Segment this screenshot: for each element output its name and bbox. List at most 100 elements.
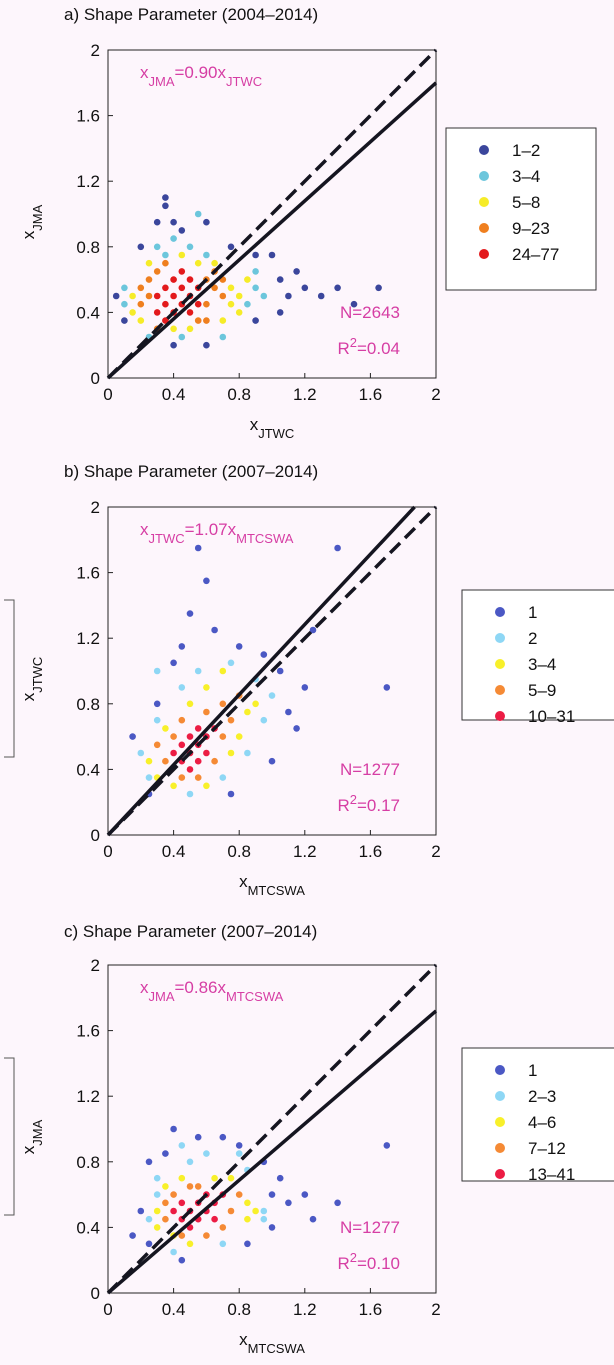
x-axis-label-part: x — [239, 1330, 248, 1349]
data-point — [153, 1207, 161, 1215]
data-point — [285, 1199, 292, 1207]
r2-label-part: =0.17 — [357, 796, 400, 815]
r2-label-part: =0.04 — [357, 339, 400, 358]
data-point — [162, 300, 169, 308]
equation: xJTWC=1.07xMTCSWA — [140, 520, 294, 546]
data-point — [227, 790, 235, 798]
n-label: N=1277 — [340, 1218, 400, 1237]
n-label: N=1277 — [340, 760, 400, 779]
r2-label-part: 2 — [350, 1250, 357, 1265]
data-point — [301, 684, 309, 691]
x-axis-label: xMTCSWA — [239, 1330, 305, 1356]
equation: xJMA=0.90xJTWC — [140, 63, 262, 89]
data-point — [145, 774, 153, 781]
data-point — [252, 1207, 259, 1215]
data-point — [252, 284, 259, 292]
data-point — [186, 243, 194, 251]
plot-frame — [107, 506, 437, 836]
equation-part: =0.90x — [175, 63, 227, 82]
data-point — [235, 1142, 243, 1149]
equation-part: =1.07x — [185, 520, 237, 539]
data-point — [194, 774, 202, 781]
data-point — [260, 1207, 268, 1215]
data-point — [268, 692, 276, 699]
data-point — [170, 341, 177, 349]
legend-marker — [479, 223, 489, 233]
data-point — [170, 782, 177, 790]
data-point — [244, 276, 251, 283]
data-point — [178, 1142, 186, 1149]
y-tick-label: 0.8 — [76, 1153, 100, 1172]
data-point — [334, 284, 341, 292]
data-point — [145, 1240, 153, 1248]
data-point — [203, 782, 210, 790]
data-point — [375, 284, 382, 292]
y-axis-label-part: x — [19, 230, 38, 239]
data-point — [194, 1133, 202, 1141]
data-point — [268, 1224, 276, 1231]
data-point — [162, 1150, 169, 1157]
plot-frame — [107, 964, 437, 1294]
r2-label: R2=0.17 — [337, 792, 400, 816]
data-point — [244, 708, 251, 716]
data-point — [186, 790, 194, 798]
data-point — [334, 544, 341, 552]
legend-label: 2–3 — [528, 1087, 556, 1106]
chart-title: c) Shape Parameter (2007–2014) — [64, 922, 317, 941]
legend-box — [445, 127, 597, 291]
data-point — [276, 667, 284, 675]
data-point — [145, 1215, 153, 1223]
equation-part: x — [140, 978, 149, 997]
x-tick-label: 1.6 — [359, 1300, 383, 1319]
data-point — [178, 268, 186, 275]
data-point — [194, 544, 202, 552]
r2-label-part: R — [337, 339, 349, 358]
data-point — [244, 1240, 251, 1248]
data-point — [227, 300, 235, 308]
data-point — [129, 1232, 136, 1239]
data-point — [170, 1207, 177, 1215]
data-point — [211, 1215, 218, 1223]
data-point — [153, 218, 161, 226]
data-point — [162, 317, 169, 324]
data-point — [219, 667, 227, 675]
data-point — [178, 227, 186, 234]
data-point — [162, 202, 169, 210]
data-point — [153, 1174, 161, 1182]
legend-box — [461, 1047, 614, 1182]
r2-label-part: =0.10 — [357, 1254, 400, 1273]
r2-label-part: R — [337, 1254, 349, 1273]
data-point — [219, 1240, 227, 1248]
x-tick-label: 1.2 — [293, 842, 317, 861]
data-point — [244, 749, 251, 757]
n-label: N=2643 — [340, 303, 400, 322]
data-point — [211, 626, 218, 634]
data-point — [301, 1191, 309, 1198]
data-point — [203, 708, 210, 716]
x-axis-label-part: x — [239, 872, 248, 891]
data-point — [227, 1207, 235, 1215]
data-point — [260, 1215, 268, 1223]
x-axis-label-part: JTWC — [258, 426, 294, 441]
data-point — [153, 243, 161, 251]
data-point — [153, 1191, 161, 1198]
data-point — [227, 659, 235, 667]
data-point — [219, 774, 227, 781]
legend-marker — [495, 633, 505, 643]
data-point — [203, 300, 210, 308]
x-tick-label: 0.4 — [162, 842, 186, 861]
legend-box — [461, 589, 614, 721]
data-point — [252, 700, 259, 708]
data-point — [186, 276, 194, 283]
data-point — [244, 300, 251, 308]
equation-part: JMA — [149, 74, 175, 89]
data-point — [178, 643, 186, 650]
data-point — [162, 284, 169, 292]
r2-label-part: 2 — [350, 335, 357, 350]
data-point — [194, 757, 202, 765]
data-point — [153, 309, 161, 316]
data-point — [227, 1174, 235, 1182]
legend-label: 1 — [528, 603, 537, 622]
data-point — [186, 1183, 194, 1190]
